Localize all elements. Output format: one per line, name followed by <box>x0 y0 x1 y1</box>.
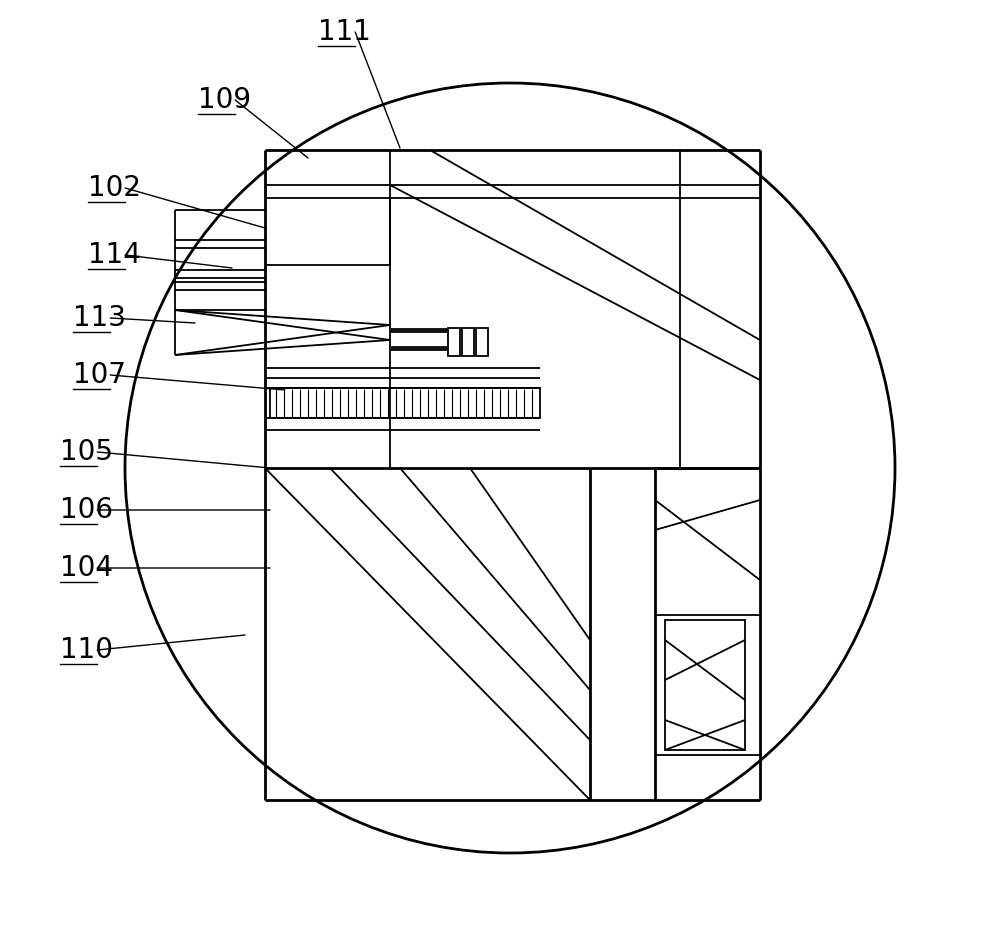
Text: 102: 102 <box>88 174 141 202</box>
Text: 104: 104 <box>60 554 113 582</box>
Text: 110: 110 <box>60 636 113 664</box>
Bar <box>462 328 474 356</box>
Bar <box>448 328 460 356</box>
Text: 105: 105 <box>60 438 113 466</box>
Text: 109: 109 <box>198 86 251 114</box>
Text: 114: 114 <box>88 241 141 269</box>
Text: 113: 113 <box>73 304 126 332</box>
Text: 106: 106 <box>60 496 113 524</box>
Bar <box>270 388 540 418</box>
Bar <box>476 328 488 356</box>
Text: 111: 111 <box>318 18 371 46</box>
Text: 107: 107 <box>73 361 126 389</box>
Bar <box>665 620 745 750</box>
